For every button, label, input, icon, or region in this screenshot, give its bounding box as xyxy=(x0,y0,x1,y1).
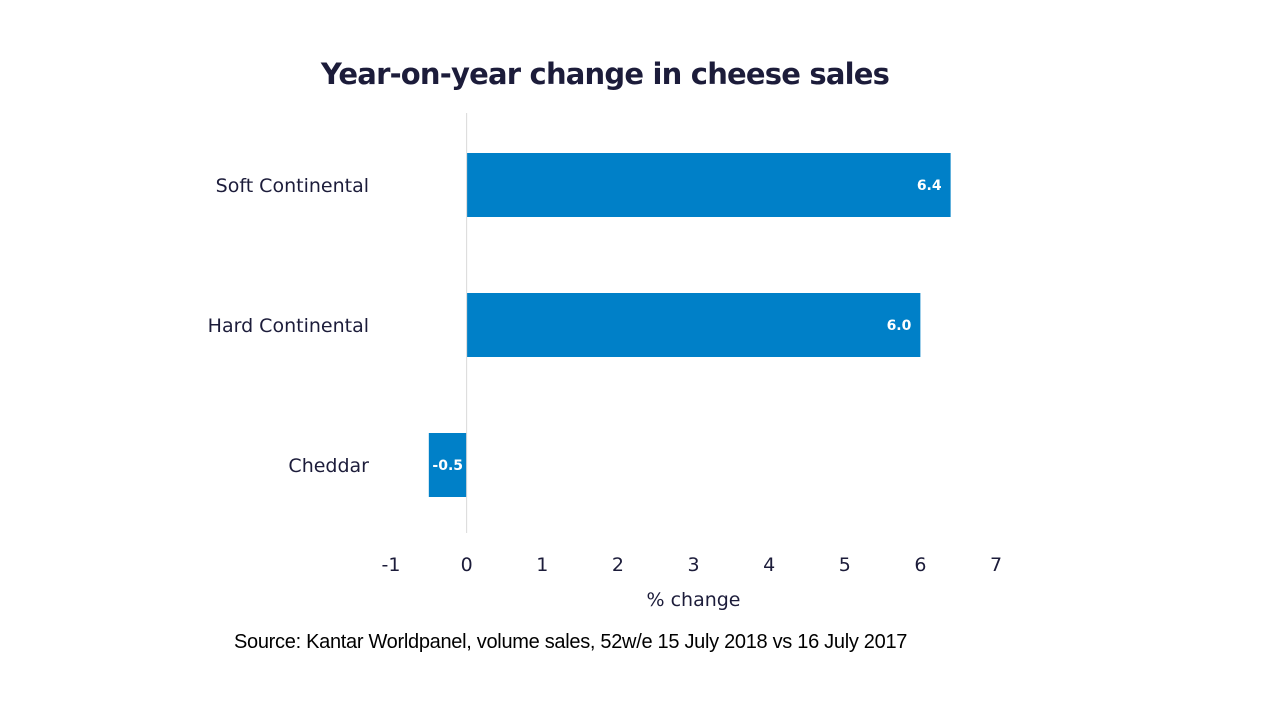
data-label: -0.5 xyxy=(432,458,463,474)
bar-cheddar xyxy=(428,433,467,497)
x-axis-title: % change xyxy=(646,589,740,611)
data-label: 6.0 xyxy=(887,318,912,334)
bars-group: 6.4 6.0 -0.5 xyxy=(428,153,951,497)
x-tick-label: 4 xyxy=(763,554,775,576)
data-label: 6.4 xyxy=(917,178,942,194)
category-label: Cheddar xyxy=(288,455,369,477)
category-labels: Soft Continental Hard Continental Cheddar xyxy=(208,175,370,477)
x-tick-label: 5 xyxy=(839,554,851,576)
source-note: Source: Kantar Worldpanel, volume sales,… xyxy=(234,631,908,653)
x-tick-label: 0 xyxy=(461,554,473,576)
category-label: Soft Continental xyxy=(216,175,369,197)
x-tick-label: -1 xyxy=(382,554,401,576)
bar-soft-continental xyxy=(466,153,951,217)
x-tick-label: 7 xyxy=(990,554,1002,576)
x-axis-tick-labels: -1 0 1 2 3 4 5 6 7 xyxy=(382,554,1003,576)
bar-hard-continental xyxy=(466,293,921,357)
category-label: Hard Continental xyxy=(208,315,369,337)
chart-title: Year-on-year change in cheese sales xyxy=(320,57,890,91)
x-tick-label: 2 xyxy=(612,554,624,576)
x-tick-label: 1 xyxy=(536,554,548,576)
x-tick-label: 6 xyxy=(914,554,926,576)
x-tick-label: 3 xyxy=(687,554,699,576)
